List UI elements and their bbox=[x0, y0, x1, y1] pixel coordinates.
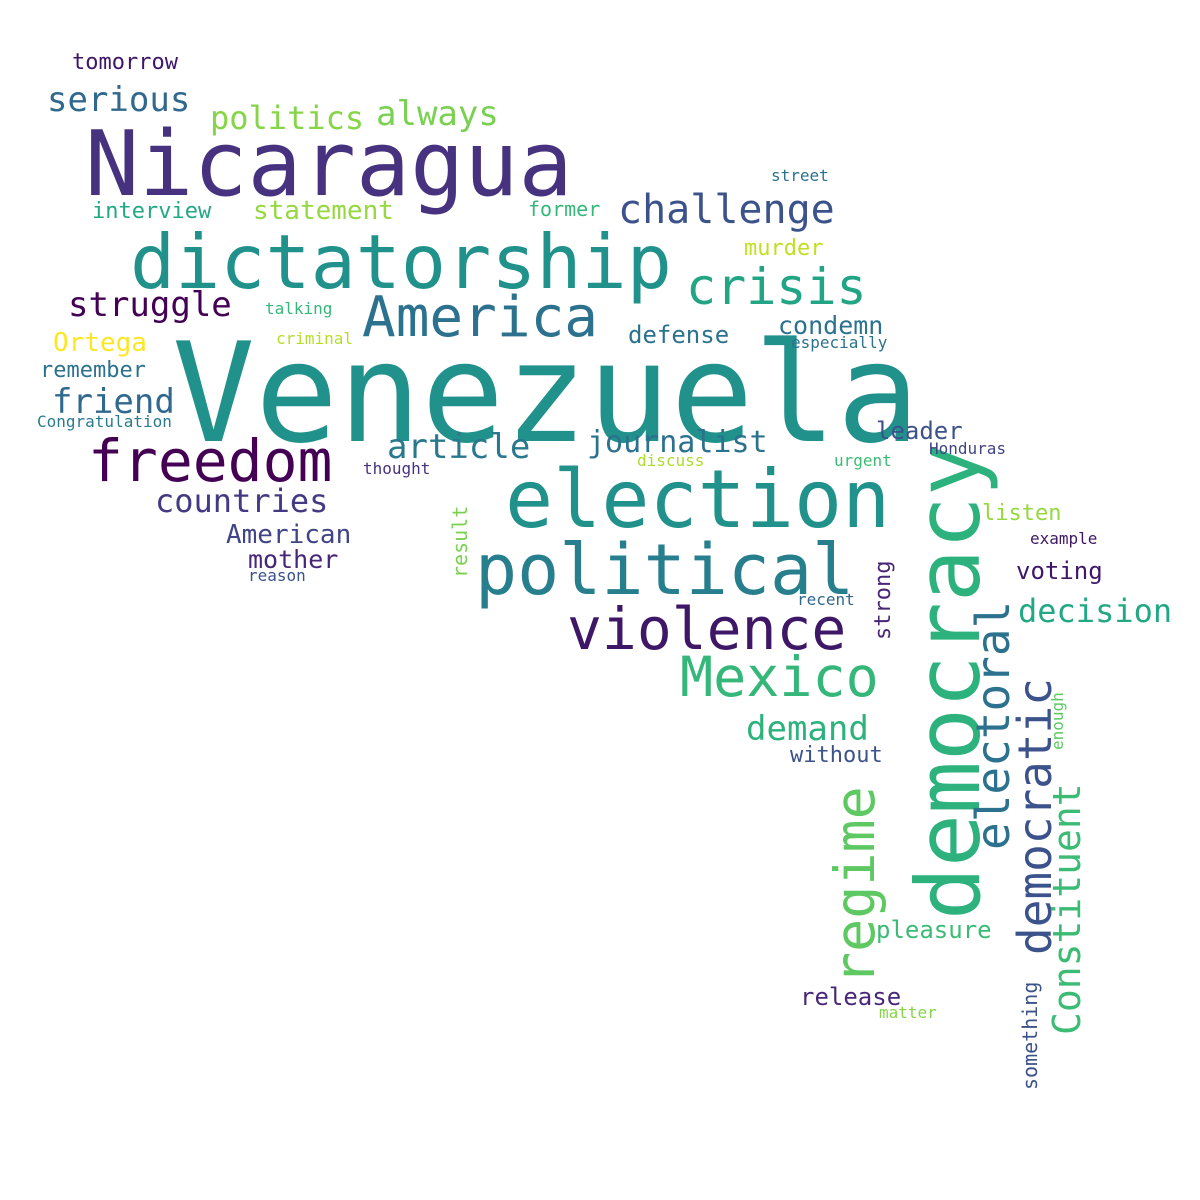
word-example: example bbox=[1030, 529, 1098, 548]
word-congratulation: Congratulation bbox=[37, 412, 172, 431]
word-voting: voting bbox=[1016, 557, 1103, 585]
word-mother: mother bbox=[248, 545, 339, 574]
word-american: American bbox=[226, 520, 352, 550]
word-freedom: freedom bbox=[88, 427, 333, 495]
word-condemn: condemn bbox=[778, 311, 884, 340]
word-venezuela: Venezuela bbox=[172, 313, 920, 474]
word-mexico: Mexico bbox=[680, 645, 879, 709]
word-talking: talking bbox=[265, 299, 333, 318]
word-violence: violence bbox=[567, 595, 847, 663]
word-decision: decision bbox=[1018, 592, 1173, 630]
word-politics: politics bbox=[210, 99, 365, 137]
word-pleasure: pleasure bbox=[876, 916, 992, 944]
word-countries: countries bbox=[155, 482, 329, 520]
word-article: article bbox=[387, 427, 531, 467]
word-challenge: challenge bbox=[618, 187, 835, 233]
word-without: without bbox=[790, 743, 883, 768]
word-america: America bbox=[362, 285, 599, 350]
word-struggle: struggle bbox=[68, 285, 232, 325]
word-demand: demand bbox=[746, 709, 869, 749]
word-nicaragua: Nicaragua bbox=[85, 112, 573, 217]
word-strong: strong bbox=[871, 560, 896, 640]
word-leader: leader bbox=[876, 417, 963, 445]
word-listen: listen bbox=[982, 501, 1062, 526]
word-something: something bbox=[1018, 981, 1042, 1090]
word-reason: reason bbox=[248, 566, 306, 585]
word-thought: thought bbox=[363, 459, 431, 478]
word-always: always bbox=[376, 94, 499, 134]
word-criminal: criminal bbox=[276, 329, 354, 348]
word-regime: regime bbox=[823, 786, 887, 985]
word-especially: especially bbox=[791, 333, 888, 352]
word-defense: defense bbox=[628, 321, 730, 349]
word-political: political bbox=[475, 529, 855, 611]
word-release: release bbox=[800, 983, 902, 1011]
word-dictatorship: dictatorship bbox=[130, 218, 672, 306]
word-interview: interview bbox=[92, 199, 212, 224]
word-street: street bbox=[771, 166, 829, 185]
word-discuss: discuss bbox=[637, 451, 705, 470]
word-ortega: Ortega bbox=[53, 328, 147, 358]
word-constituent: Constituent bbox=[1045, 783, 1089, 1035]
word-friend: friend bbox=[52, 382, 175, 422]
word-recent: recent bbox=[797, 590, 855, 609]
word-journalist: journalist bbox=[587, 425, 768, 460]
word-tomorrow: tomorrow bbox=[72, 50, 178, 75]
word-serious: serious bbox=[47, 80, 191, 120]
word-urgent: urgent bbox=[834, 451, 892, 470]
word-result: result bbox=[448, 505, 472, 578]
word-statement: statement bbox=[253, 196, 394, 226]
word-crisis: crisis bbox=[686, 258, 867, 316]
word-election: election bbox=[505, 453, 891, 546]
word-matter: matter bbox=[879, 1003, 937, 1022]
word-honduras: Honduras bbox=[929, 439, 1007, 458]
word-enough: enough bbox=[1048, 692, 1067, 750]
word-former: former bbox=[528, 197, 601, 221]
word-murder: murder bbox=[744, 236, 824, 261]
word-remember: remember bbox=[40, 358, 146, 383]
